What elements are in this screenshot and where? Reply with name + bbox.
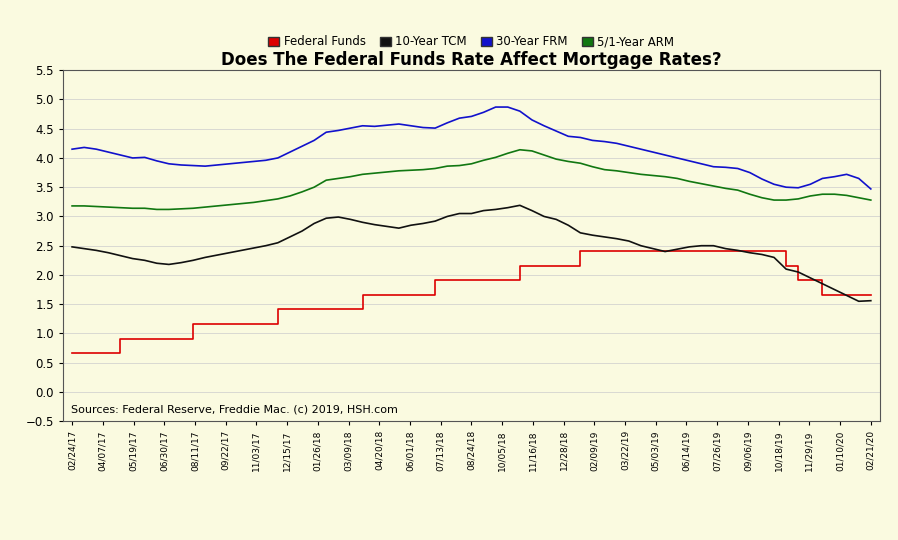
Legend: Federal Funds, 10-Year TCM, 30-Year FRM, 5/1-Year ARM: Federal Funds, 10-Year TCM, 30-Year FRM,… [264, 30, 679, 53]
Text: Sources: Federal Reserve, Freddie Mac. (c) 2019, HSH.com: Sources: Federal Reserve, Freddie Mac. (… [71, 404, 398, 414]
Title: Does The Federal Funds Rate Affect Mortgage Rates?: Does The Federal Funds Rate Affect Mortg… [221, 51, 722, 69]
